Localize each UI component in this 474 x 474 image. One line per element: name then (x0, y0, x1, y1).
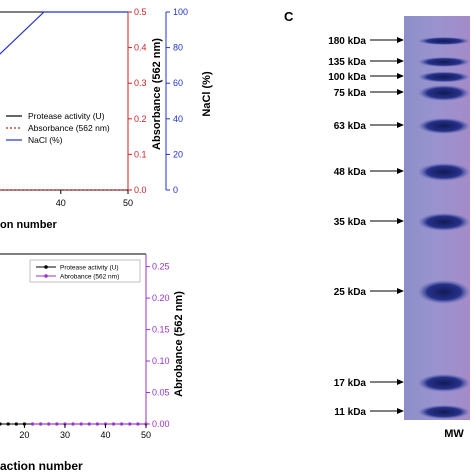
data-point-absorbance (39, 422, 43, 426)
absorbance-tick-label: 0.0 (134, 185, 147, 195)
legend: Protease activity (U) Abrobance (562 nm) (29, 259, 141, 283)
nacl-tick-label: 80 (173, 43, 183, 53)
data-point-protease (6, 422, 10, 426)
marker-arrowhead (397, 73, 404, 79)
marker-label: 35 kDa (334, 217, 367, 228)
marker-arrowhead (397, 288, 404, 294)
data-point-protease (22, 422, 27, 426)
series-line-nacl (0, 11, 128, 55)
y-tick-label: 0.15 (152, 325, 170, 335)
nacl-axis-title: NaCl (%) (201, 71, 213, 117)
marker-label: 135 kDa (328, 57, 366, 68)
legend-label-absorbance: Abrobance (562 nm) (60, 274, 119, 281)
x-tick-label: 20 (19, 430, 29, 440)
gel-band (418, 405, 470, 419)
legend-marker-absorbance (44, 274, 48, 278)
legend: Protease activity (U) Absorbance (562 nm… (6, 111, 110, 145)
panel-label: C (284, 9, 294, 24)
marker-arrowhead (397, 218, 404, 224)
marker-label: 63 kDa (334, 121, 367, 132)
lane-label: MW (444, 428, 464, 440)
y-tick-label: 0.05 (152, 388, 170, 398)
absorbance-tick-label: 0.5 (134, 7, 147, 17)
data-point-protease (0, 422, 2, 426)
legend-label-protease: Protease activity (U) (28, 111, 105, 121)
nacl-tick-label: 100 (173, 7, 188, 17)
y-axis-title: Abrobance (562 nm) (173, 291, 185, 397)
y-tick-label: 0.20 (152, 293, 170, 303)
data-point-absorbance (111, 422, 116, 426)
gel-band (418, 71, 470, 83)
x-tick-label: 30 (60, 430, 70, 440)
gel-band (418, 374, 470, 392)
absorbance-tick-label: 0.1 (134, 149, 147, 159)
marker-label: 17 kDa (334, 378, 367, 389)
data-point-absorbance (95, 422, 99, 426)
nacl-tick-label: 60 (173, 78, 183, 88)
marker-label: 48 kDa (334, 167, 367, 178)
data-point-absorbance (47, 422, 51, 426)
y-tick-label: 0.00 (152, 419, 170, 429)
data-point-absorbance (30, 422, 35, 426)
data-point-absorbance (79, 422, 83, 426)
data-point-protease (14, 422, 18, 426)
legend-label-absorbance: Absorbance (562 nm) (28, 123, 110, 133)
data-point-absorbance (63, 422, 67, 426)
data-point-absorbance (103, 422, 108, 426)
legend-label-protease: Protease activity (U) (60, 265, 119, 272)
marker-arrowhead (397, 89, 404, 95)
gel-band (418, 118, 470, 134)
absorbance-tick-label: 0.2 (134, 114, 147, 124)
marker-arrowhead (397, 122, 404, 128)
legend-marker-protease (44, 265, 48, 269)
marker-arrowhead (397, 58, 404, 64)
marker-label: 75 kDa (334, 88, 367, 99)
data-point-absorbance (71, 422, 75, 426)
sds-page-gel-panel: C 180 kDa 135 kDa 100 kDa 75 kDa 63 kDa 48 kD… (284, 9, 470, 440)
marker-label: 11 kDa (334, 407, 366, 418)
legend-box (29, 259, 141, 283)
x-tick-label: 50 (123, 198, 133, 208)
x-tick-label: 40 (56, 198, 66, 208)
marker-arrowhead (397, 408, 404, 414)
y-tick-label: 0.25 (152, 262, 170, 272)
absorbance-tick-label: 0.3 (134, 78, 147, 88)
x-axis-title: action number (0, 459, 83, 473)
legend-label-nacl: NaCl (%) (28, 135, 63, 145)
gel-band (418, 163, 470, 181)
marker-arrowhead (397, 168, 404, 174)
data-point-absorbance (128, 422, 132, 426)
x-tick-label: 50 (141, 430, 151, 440)
absorbance-scatter-chart: 20 30 40 500.00 0.05 0.10 0.15 0.20 0.25 action … (0, 253, 185, 473)
y-tick-label: 0.10 (152, 356, 170, 366)
data-point-absorbance (55, 422, 59, 426)
gel-band (418, 280, 470, 304)
absorbance-tick-label: 0.4 (134, 43, 147, 53)
marker-arrowhead (397, 37, 404, 43)
marker-label: 180 kDa (328, 36, 366, 47)
marker-label: 100 kDa (328, 72, 366, 83)
data-point-absorbance (120, 422, 124, 426)
gel-band (418, 85, 470, 101)
data-point-absorbance (87, 422, 91, 426)
marker-label: 25 kDa (334, 287, 367, 298)
gel-band (418, 213, 470, 231)
nacl-tick-label: 20 (173, 149, 183, 159)
x-tick-label: 40 (100, 430, 110, 440)
gel-band (418, 57, 470, 67)
nacl-tick-label: 40 (173, 114, 183, 124)
marker-arrowhead (397, 379, 404, 385)
absorbance-axis-title: Absorbance (562 nm) (151, 38, 163, 150)
data-point-absorbance (136, 422, 140, 426)
nacl-tick-label: 0 (173, 185, 178, 195)
gel-band (418, 37, 470, 45)
x-axis-title: on number (0, 219, 58, 231)
